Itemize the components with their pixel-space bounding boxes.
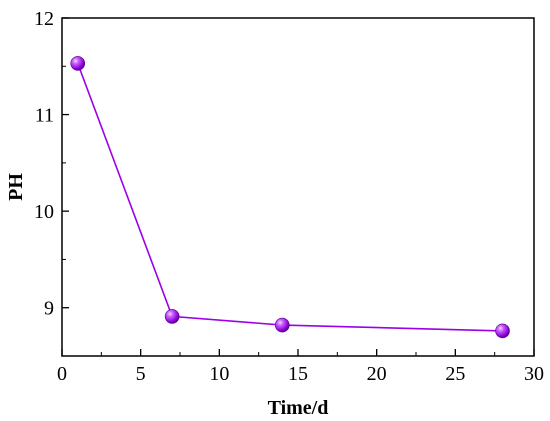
x-tick-label: 15 [288,363,308,385]
x-tick-label: 10 [209,363,229,385]
y-axis-title: PH [5,173,27,201]
y-tick-label: 9 [44,298,54,320]
y-tick-label: 10 [34,201,54,223]
x-tick-label: 25 [445,363,465,385]
x-tick-label: 20 [367,363,387,385]
x-axis-tick-labels: 0 5 10 15 20 25 30 [57,363,544,385]
y-tick-label: 11 [35,105,54,127]
x-axis-title: Time/d [268,397,329,419]
series-layer [70,56,510,339]
y-axis-ticks [62,17,69,309]
x-tick-label: 5 [136,363,146,385]
plot-frame [61,17,535,357]
series-line [76,63,503,332]
y-axis-tick-labels: 9 10 11 12 [34,8,54,320]
x-axis-ticks [61,349,535,356]
x-tick-label: 0 [57,363,67,385]
data-point [164,309,180,324]
x-tick-label: 30 [524,363,544,385]
data-point [495,323,510,339]
y-tick-label: 12 [34,8,54,30]
data-point [274,317,290,333]
data-point [70,56,86,71]
